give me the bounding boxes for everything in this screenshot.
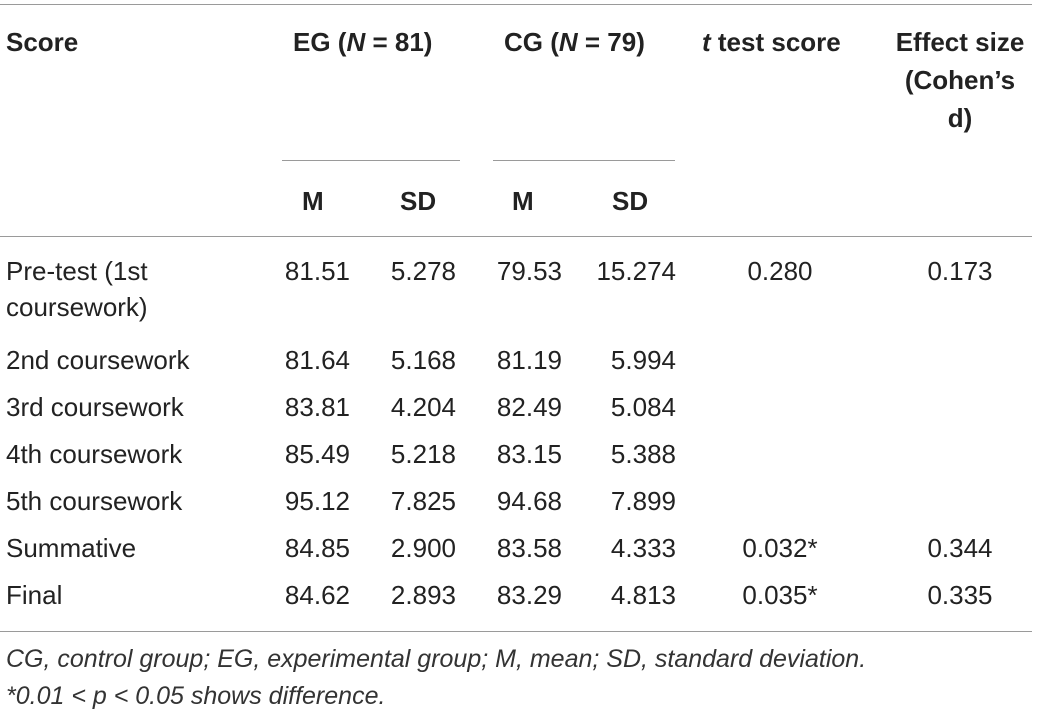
cell-eg-sd: 4.204 bbox=[390, 392, 456, 422]
cell-eg-sd: 2.900 bbox=[390, 533, 456, 563]
row-label: 4th coursework bbox=[6, 439, 183, 469]
header-cg-prefix: CG ( bbox=[504, 27, 559, 57]
cell-cg-sd: 5.994 bbox=[610, 345, 676, 375]
row-label: Pre-test (1st bbox=[6, 256, 148, 286]
cell-cg-sd: 15.274 bbox=[596, 256, 676, 286]
table-bottom-rule bbox=[0, 631, 1032, 632]
cell-eg-sd: 5.168 bbox=[390, 345, 456, 375]
header-cg-group: CG (N = 79) bbox=[504, 25, 645, 59]
cell-eg-m: 84.85 bbox=[284, 533, 350, 563]
header-effect-line2: (Cohen’s bbox=[904, 65, 1016, 95]
cell-cg-sd: 4.813 bbox=[610, 580, 676, 610]
row-label: Summative bbox=[6, 533, 137, 563]
eg-group-rule bbox=[282, 160, 460, 161]
cell-cg-m: 83.58 bbox=[496, 533, 562, 563]
cell-eg-sd: 5.278 bbox=[390, 256, 456, 286]
cell-effect-size: 0.173 bbox=[927, 256, 993, 286]
cell-eg-m: 81.51 bbox=[284, 256, 350, 286]
cell-eg-m: 83.81 bbox=[284, 392, 350, 422]
cell-eg-sd: 5.218 bbox=[390, 439, 456, 469]
cell-eg-sd: 7.825 bbox=[390, 486, 456, 516]
row-label: Final bbox=[6, 580, 63, 610]
header-eg-n: N bbox=[346, 27, 366, 57]
cell-cg-sd: 5.388 bbox=[610, 439, 676, 469]
cell-t-score: 0.280 bbox=[747, 256, 813, 286]
header-cg-m: M bbox=[512, 186, 534, 216]
header-eg-prefix: EG ( bbox=[293, 27, 347, 57]
row-label: 2nd coursework bbox=[6, 345, 190, 375]
cell-cg-m: 83.29 bbox=[496, 580, 562, 610]
cell-cg-m: 83.15 bbox=[496, 439, 562, 469]
cell-cg-sd: 4.333 bbox=[610, 533, 676, 563]
cell-cg-sd: 5.084 bbox=[610, 392, 676, 422]
header-t-italic: t bbox=[702, 27, 711, 57]
footnote-line2: *0.01 < p < 0.05 shows difference. bbox=[6, 682, 386, 710]
header-score: Score bbox=[6, 27, 79, 57]
header-eg-sd: SD bbox=[400, 186, 437, 216]
cell-cg-m: 82.49 bbox=[496, 392, 562, 422]
cell-t-score: 0.035* bbox=[742, 580, 818, 610]
cell-effect-size: 0.335 bbox=[927, 580, 993, 610]
header-eg-suffix: = 81) bbox=[365, 27, 433, 57]
cg-group-rule bbox=[493, 160, 675, 161]
cell-cg-m: 81.19 bbox=[496, 345, 562, 375]
top-rule bbox=[0, 4, 1032, 5]
cell-eg-m: 85.49 bbox=[284, 439, 350, 469]
cell-eg-sd: 2.893 bbox=[390, 580, 456, 610]
cell-t-score: 0.032* bbox=[742, 533, 818, 563]
cell-cg-m: 79.53 bbox=[496, 256, 562, 286]
header-t-rest: test score bbox=[710, 27, 841, 57]
cell-cg-sd: 7.899 bbox=[610, 486, 676, 516]
header-cg-suffix: = 79) bbox=[577, 27, 645, 57]
footnote-line1: CG, control group; EG, experimental grou… bbox=[6, 645, 867, 673]
header-t-test: t test score bbox=[702, 25, 841, 59]
cell-eg-m: 81.64 bbox=[284, 345, 350, 375]
cell-eg-m: 95.12 bbox=[284, 486, 350, 516]
row-label: 3rd coursework bbox=[6, 392, 184, 422]
cell-cg-m: 94.68 bbox=[496, 486, 562, 516]
cell-eg-m: 84.62 bbox=[284, 580, 350, 610]
header-eg-m: M bbox=[302, 186, 324, 216]
row-label-continued: coursework) bbox=[6, 292, 148, 322]
header-cg-n: N bbox=[558, 27, 578, 57]
header-effect-line1: Effect size bbox=[895, 27, 1025, 57]
header-cg-sd: SD bbox=[612, 186, 649, 216]
cell-effect-size: 0.344 bbox=[927, 533, 993, 563]
header-effect-line3: d) bbox=[947, 103, 973, 133]
header-bottom-rule bbox=[0, 236, 1032, 237]
header-eg-group: EG (N = 81) bbox=[293, 25, 432, 59]
row-label: 5th coursework bbox=[6, 486, 183, 516]
